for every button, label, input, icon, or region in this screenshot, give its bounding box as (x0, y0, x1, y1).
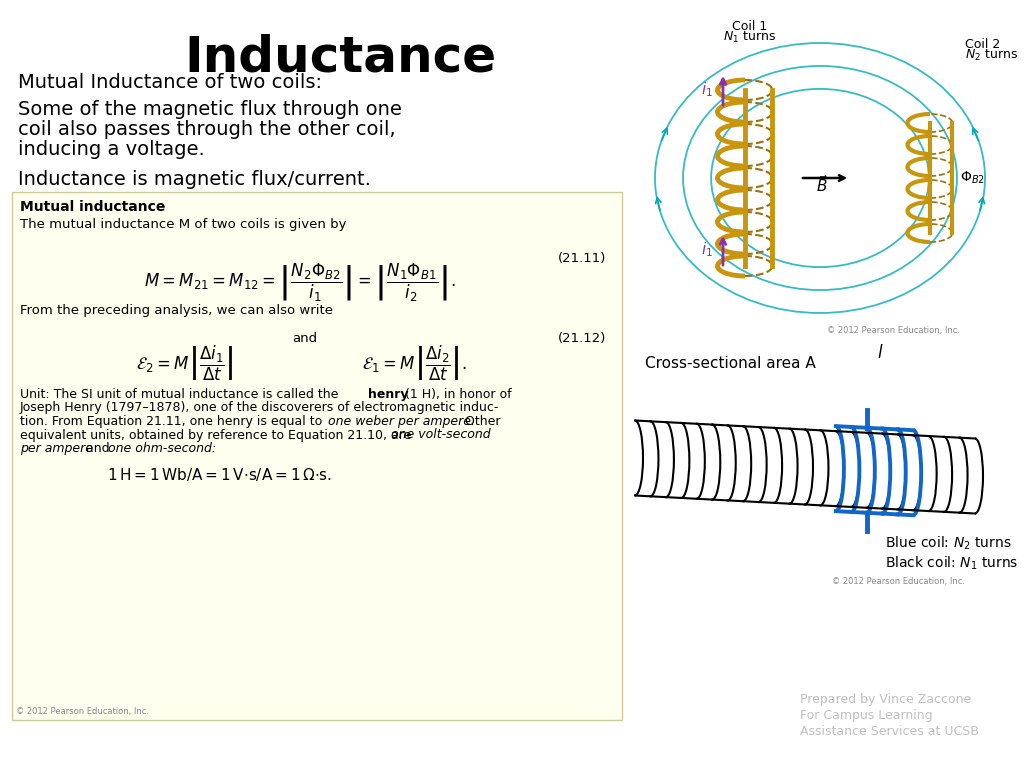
Text: one volt-second: one volt-second (391, 429, 490, 442)
Text: From the preceding analysis, we can also write: From the preceding analysis, we can also… (20, 304, 333, 317)
Text: $i_1$: $i_1$ (701, 81, 713, 99)
Text: one weber per ampere.: one weber per ampere. (328, 415, 475, 428)
Text: The mutual inductance M of two coils is given by: The mutual inductance M of two coils is … (20, 218, 346, 231)
Text: Cross-sectional area A: Cross-sectional area A (645, 356, 816, 370)
Text: $1\,\mathrm{H} = 1\,\mathrm{Wb/A} = 1\,\mathrm{V{\cdot}s/A} = 1\,\Omega{\cdot}\m: $1\,\mathrm{H} = 1\,\mathrm{Wb/A} = 1\,\… (108, 466, 333, 483)
Text: Unit: The SI unit of mutual inductance is called the: Unit: The SI unit of mutual inductance i… (20, 388, 342, 401)
Text: $\mathcal{E}_1 = M\left|\dfrac{\Delta i_2}{\Delta t}\right|.$: $\mathcal{E}_1 = M\left|\dfrac{\Delta i_… (362, 344, 468, 383)
Text: Mutual inductance: Mutual inductance (20, 200, 165, 214)
FancyBboxPatch shape (12, 192, 622, 720)
Text: $i_1$: $i_1$ (701, 240, 713, 260)
Text: Inductance: Inductance (184, 33, 496, 81)
Text: tion. From Equation 21.11, one henry is equal to: tion. From Equation 21.11, one henry is … (20, 415, 327, 428)
Text: Coil 1: Coil 1 (732, 20, 768, 33)
Text: $l$: $l$ (877, 345, 883, 362)
Text: per ampere: per ampere (20, 442, 93, 455)
Text: equivalent units, obtained by reference to Equation 21.10, are: equivalent units, obtained by reference … (20, 429, 416, 442)
Text: Some of the magnetic flux through one: Some of the magnetic flux through one (18, 100, 401, 119)
Text: © 2012 Pearson Education, Inc.: © 2012 Pearson Education, Inc. (831, 577, 965, 586)
Text: Blue coil: $N_2$ turns: Blue coil: $N_2$ turns (885, 535, 1012, 552)
Text: $\vec{B}$: $\vec{B}$ (816, 174, 828, 195)
Text: Black coil: $N_1$ turns: Black coil: $N_1$ turns (885, 554, 1018, 572)
Text: (21.11): (21.11) (558, 252, 606, 265)
Text: Joseph Henry (1797–1878), one of the discoverers of electromagnetic induc-: Joseph Henry (1797–1878), one of the dis… (20, 402, 500, 415)
Text: Mutual Inductance of two coils:: Mutual Inductance of two coils: (18, 73, 322, 92)
Text: coil also passes through the other coil,: coil also passes through the other coil, (18, 120, 395, 139)
Text: Coil 2: Coil 2 (965, 38, 1000, 51)
Text: one ohm-second:: one ohm-second: (108, 442, 216, 455)
Text: $\mathcal{E}_2 = M\left|\dfrac{\Delta i_1}{\Delta t}\right|$: $\mathcal{E}_2 = M\left|\dfrac{\Delta i_… (136, 344, 233, 383)
Text: inducing a voltage.: inducing a voltage. (18, 140, 205, 159)
Text: (1 H), in honor of: (1 H), in honor of (406, 388, 512, 401)
Text: $\Phi_{B2}$: $\Phi_{B2}$ (961, 170, 985, 186)
Text: and: and (82, 442, 114, 455)
Text: $N_2$ turns: $N_2$ turns (965, 48, 1018, 63)
Text: henry: henry (368, 388, 409, 401)
Text: For Campus Learning: For Campus Learning (800, 709, 933, 722)
Text: (21.12): (21.12) (558, 332, 606, 345)
Text: and: and (293, 332, 317, 345)
Text: Prepared by Vince Zaccone: Prepared by Vince Zaccone (800, 693, 971, 706)
Text: Other: Other (461, 415, 501, 428)
Text: © 2012 Pearson Education, Inc.: © 2012 Pearson Education, Inc. (16, 707, 150, 716)
Text: $M = M_{21} = M_{12} = \left|\dfrac{N_2\Phi_{B2}}{i_1}\right| = \left|\dfrac{N_1: $M = M_{21} = M_{12} = \left|\dfrac{N_2\… (144, 262, 456, 304)
Text: © 2012 Pearson Education, Inc.: © 2012 Pearson Education, Inc. (827, 326, 961, 335)
Text: Assistance Services at UCSB: Assistance Services at UCSB (800, 725, 979, 738)
Text: Inductance is magnetic flux/current.: Inductance is magnetic flux/current. (18, 170, 371, 189)
Text: $N_1$ turns: $N_1$ turns (724, 30, 776, 45)
